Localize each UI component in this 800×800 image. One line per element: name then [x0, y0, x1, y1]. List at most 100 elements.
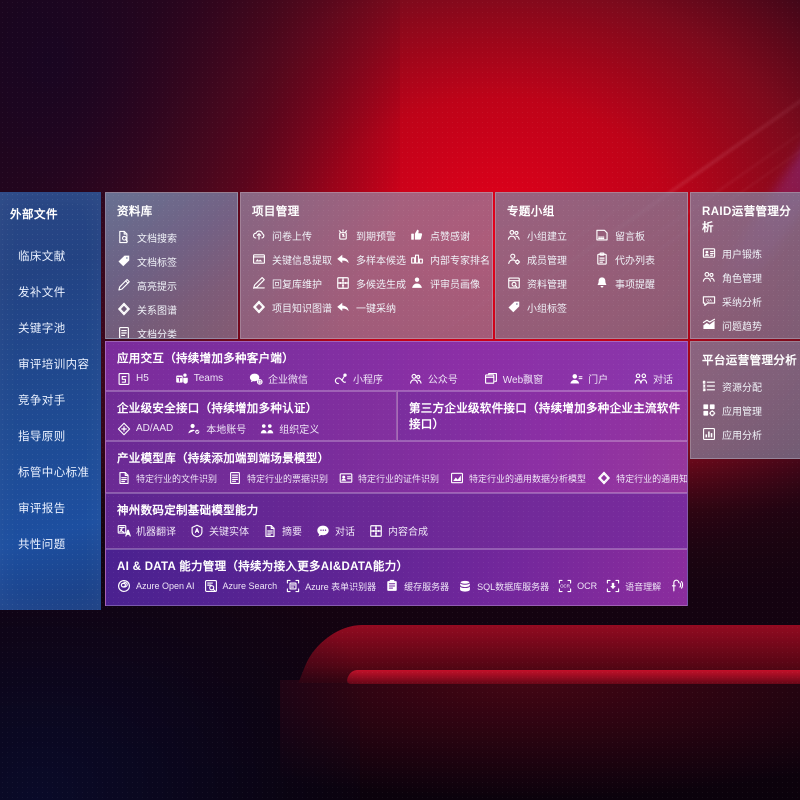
tg-item-group-tag[interactable]: 小组标签 [507, 295, 591, 319]
pm-item-expiry-alert[interactable]: 到期预警 [336, 223, 406, 247]
aid-item-speech-understanding[interactable]: 语音理解 [606, 579, 661, 593]
plat-item-app-analysis[interactable]: 应用分析 [702, 422, 800, 446]
ai-item-portal[interactable]: 门户 [569, 371, 608, 386]
clipboard-list-icon [595, 252, 609, 266]
sidebar-item-review-training[interactable]: 审评培训内容 [18, 359, 90, 371]
band-title-ai-data: AI & DATA 能力管理（持续为接入更多AI&DATA能力） [117, 561, 409, 573]
ai-item-teams[interactable]: Teams [175, 372, 223, 386]
ai-item-official-account[interactable]: 公众号 [409, 371, 458, 386]
raid-item-user-portrait[interactable]: 用户锻炼 [702, 241, 800, 265]
raid-item-role-management[interactable]: 角色管理 [702, 265, 800, 289]
sec-item-local-account[interactable]: 本地账号 [187, 421, 246, 436]
aid-item-label: OCR [577, 581, 598, 591]
kb-item-document-search[interactable]: 文档搜索 [117, 225, 237, 249]
ind-item-file-recognition[interactable]: 特定行业的文件识别 [117, 471, 217, 485]
pm-item-like-thanks[interactable]: 点赞感谢 [410, 223, 490, 247]
sec-item-ad-aad[interactable]: AD/AAD [117, 422, 173, 436]
tg-item-label: 代办列表 [615, 255, 655, 267]
sec-item-label: AD/AAD [136, 423, 174, 434]
dcits-item-label: 机器翻译 [136, 527, 176, 538]
plat-item-label: 应用管理 [722, 406, 762, 418]
graph-network-icon [252, 300, 266, 314]
sidebar-item-keyword-pool[interactable]: 关键字池 [18, 323, 66, 335]
aid-item-label: Azure 表单识别器 [305, 581, 377, 592]
pm-item-multi-sample-candidate[interactable]: 多样本候选 [336, 247, 406, 271]
person-portrait-icon [410, 276, 424, 290]
pm-item-one-click-adopt[interactable]: 一键采纳 [336, 295, 406, 319]
enterprise-security-item-list: AD/AAD 本地账号 组织定义 [106, 416, 396, 436]
ai-item-web-float-window[interactable]: Web飘窗 [484, 371, 543, 386]
plat-item-resource-allocation[interactable]: 资源分配 [702, 374, 800, 398]
ind-item-knowledge-graph-model[interactable]: 特定行业的通用知识图谱模型 [597, 471, 687, 485]
sidebar-item-guidelines[interactable]: 指导原则 [18, 431, 66, 443]
pm-item-key-info-extract[interactable]: 关键信息提取 [252, 247, 332, 271]
raid-item-adoption-analysis[interactable]: QA 采纳分析 [702, 289, 800, 313]
bell-icon [595, 276, 609, 290]
plat-item-app-management[interactable]: 应用管理 [702, 398, 800, 422]
pm-item-label: 项目知识图谱 [272, 303, 332, 315]
kb-item-relation-graph[interactable]: 关系图谱 [117, 297, 237, 321]
sidebar-item-review-report[interactable]: 审评报告 [18, 503, 66, 515]
sidebar-item-common-issues[interactable]: 共性问题 [18, 539, 66, 551]
aid-item-form-recognizer[interactable]: Azure 表单识别器 [286, 579, 376, 593]
ind-item-data-analysis-model[interactable]: 特定行业的通用数据分析模型 [450, 471, 586, 485]
pm-item-internal-expert-rank[interactable]: 内部专家排名 [410, 247, 490, 271]
ai-item-miniprogram[interactable]: 小程序 [334, 371, 383, 386]
dcits-item-content-synthesis[interactable]: 内容合成 [369, 523, 428, 538]
kb-item-document-classify[interactable]: 文档分类 [117, 321, 237, 338]
dcits-item-machine-translation[interactable]: 机器翻译 [117, 523, 176, 538]
ai-item-dialog[interactable]: 对话 [634, 371, 673, 386]
form-recognizer-icon [286, 579, 300, 593]
tg-item-event-reminder[interactable]: 事项提醒 [595, 271, 679, 295]
ind-item-id-recognition[interactable]: 特定行业的证件识别 [339, 471, 439, 485]
raid-item-issue-trend[interactable]: 问题趋势 [702, 313, 800, 337]
pm-item-reply-library[interactable]: 回复库维护 [252, 271, 332, 295]
aid-item-azure-openai[interactable]: Azure Open AI [117, 579, 195, 593]
sidebar-item-standards-center[interactable]: 标管中心标准 [18, 467, 90, 479]
tg-item-material-management[interactable]: 资料管理 [507, 271, 591, 295]
tg-item-message-board[interactable]: 留言板 [595, 223, 679, 247]
kb-item-highlight[interactable]: 高亮提示 [117, 273, 237, 297]
tg-item-label: 成员管理 [527, 255, 567, 267]
id-card-icon [339, 471, 353, 485]
group-people-icon [507, 228, 521, 242]
app-analytics-icon [702, 427, 716, 441]
band-texture [106, 550, 687, 605]
tg-item-todo-list[interactable]: 代办列表 [595, 247, 679, 271]
sec-item-label: 组织定义 [279, 425, 320, 436]
pm-item-questionnaire-upload[interactable]: 问卷上传 [252, 223, 332, 247]
kb-item-document-tag[interactable]: 文档标签 [117, 249, 237, 273]
sidebar-item-competitors[interactable]: 竞争对手 [18, 395, 66, 407]
aid-item-ocr[interactable]: OCR OCR [558, 579, 597, 593]
card-title-raid-analysis: RAID运营管理分析 [702, 206, 792, 234]
branch-grid-icon [336, 276, 350, 290]
pm-item-multi-candidate-gen[interactable]: 多候选生成 [336, 271, 406, 295]
aid-item-sql-database-server[interactable]: SQL数据库服务器 [458, 579, 549, 593]
sidebar-item-clinical-literature[interactable]: 临床文献 [18, 251, 66, 263]
ai-item-h5[interactable]: H5 [117, 372, 149, 386]
tg-item-create-group[interactable]: 小组建立 [507, 223, 591, 247]
ind-item-receipt-recognition[interactable]: 特定行业的票据识别 [228, 471, 328, 485]
tg-item-member-management[interactable]: 成员管理 [507, 247, 591, 271]
band-texture [398, 392, 687, 440]
knowledge-base-item-list: 文档搜索 文档标签 高亮提示 关系图谱 文档分类 [106, 219, 237, 338]
aid-item-tts[interactable]: TTS [670, 579, 687, 593]
pm-item-reviewer-portrait[interactable]: 评审员画像 [410, 271, 490, 295]
dcits-item-dialog[interactable]: 对话 [316, 523, 355, 538]
pm-item-label: 关键信息提取 [272, 255, 332, 267]
ai-item-wecom[interactable]: 企业微信 [249, 371, 308, 386]
sec-item-org-define[interactable]: 组织定义 [260, 421, 319, 436]
azure-ad-icon [117, 422, 131, 436]
card-title-topic-group: 专题小组 [507, 206, 555, 218]
app-interaction-item-list: H5 Teams 企业微信 小程序 公众号 Web飘窗 [106, 366, 687, 386]
band-title-third-party-software: 第三方企业级软件接口（持续增加多种企业主流软件接口） [409, 403, 681, 431]
band-texture [106, 342, 687, 390]
dcits-item-summary[interactable]: 摘要 [263, 523, 302, 538]
pm-item-project-knowledge-graph[interactable]: 项目知识图谱 [252, 295, 332, 319]
sidebar-item-supplement-docs[interactable]: 发补文件 [18, 287, 66, 299]
dcits-item-key-entity[interactable]: 关键实体 [190, 523, 249, 538]
kb-item-label: 高亮提示 [137, 281, 177, 293]
arrow-back-icon [336, 252, 350, 266]
aid-item-cache-server[interactable]: 缓存服务器 [385, 579, 449, 593]
aid-item-azure-search[interactable]: Azure Search [204, 579, 277, 593]
